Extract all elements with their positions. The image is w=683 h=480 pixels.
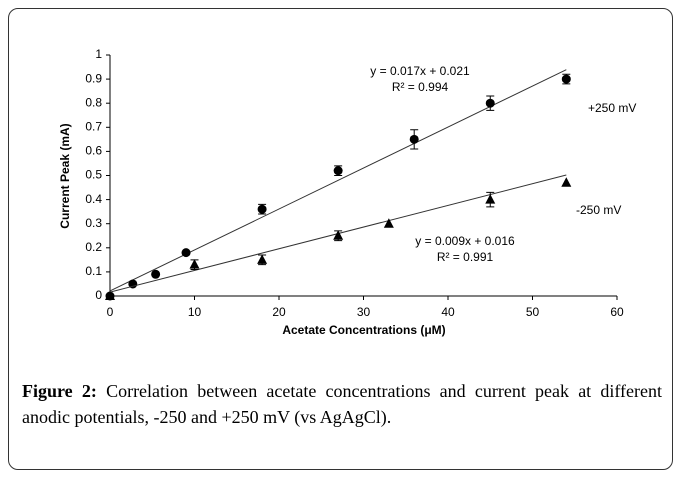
data-point — [383, 218, 394, 228]
y-tick-label: 0.1 — [85, 264, 102, 278]
trendline-equation: y = 0.017x + 0.021 — [370, 64, 470, 78]
y-tick-label: 0.8 — [85, 95, 102, 109]
caption: Figure 2: Correlation between acetate co… — [22, 378, 662, 430]
y-tick-label: 0.3 — [85, 216, 102, 230]
caption-label: Figure 2: — [22, 381, 97, 401]
y-tick-label: 0.2 — [85, 240, 102, 254]
x-axis-title: Acetate Concentrations (μM) — [282, 323, 445, 337]
x-tick-label: 20 — [272, 305, 286, 319]
data-point — [485, 98, 495, 108]
data-point — [257, 204, 267, 214]
trendline-r2: R² = 0.991 — [437, 250, 494, 264]
x-tick-label: 40 — [441, 305, 455, 319]
data-point — [189, 259, 200, 269]
series-label: +250 mV — [588, 101, 636, 115]
trendline — [109, 69, 567, 292]
x-tick-label: 60 — [610, 305, 624, 319]
data-point — [151, 269, 161, 279]
y-axis-title: Current Peak (mA) — [58, 123, 72, 228]
figure-frame — [8, 8, 673, 470]
y-tick-label: 0.9 — [85, 71, 102, 85]
data-point — [485, 194, 496, 204]
data-point — [561, 74, 571, 84]
data-point — [181, 248, 191, 258]
x-tick-label: 0 — [107, 305, 114, 319]
y-tick-label: 0.5 — [85, 168, 102, 182]
x-tick-label: 50 — [526, 305, 540, 319]
data-point — [333, 166, 343, 176]
y-tick-label: 0.7 — [85, 119, 102, 133]
y-tick-label: 0.6 — [85, 144, 102, 158]
y-tick-label: 0.4 — [85, 192, 102, 206]
y-tick-label: 1 — [95, 47, 102, 61]
x-tick-label: 30 — [357, 305, 371, 319]
data-point — [333, 230, 344, 240]
chart: Acetate Concentrations (μM) Current Peak… — [58, 47, 636, 337]
data-point — [409, 134, 419, 144]
trendline-equation: y = 0.009x + 0.016 — [415, 234, 515, 248]
data-point — [105, 290, 115, 300]
data-point — [561, 177, 572, 187]
series-label: -250 mV — [576, 203, 621, 217]
data-point — [257, 254, 268, 264]
x-tick-label: 10 — [188, 305, 202, 319]
y-tick-label: 0 — [95, 288, 102, 302]
trendline-r2: R² = 0.994 — [392, 80, 449, 94]
caption-text: Correlation between acetate concentratio… — [22, 381, 663, 427]
